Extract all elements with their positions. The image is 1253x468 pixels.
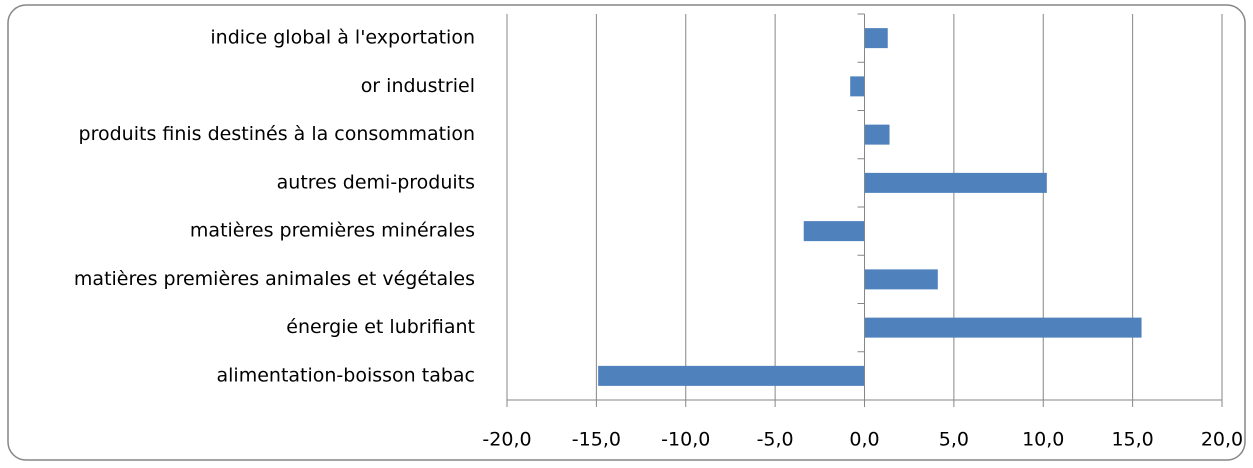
x-tick-label: 5,0 xyxy=(939,429,969,451)
chart-border xyxy=(7,4,1246,461)
y-tick-label: matières premières minérales xyxy=(190,220,475,242)
x-tick-label: 0,0 xyxy=(849,429,879,451)
bar xyxy=(850,76,865,97)
y-tick-label: or industriel xyxy=(361,75,475,97)
bar xyxy=(864,172,1047,193)
y-tick-label: matières premières animales et végétales xyxy=(74,268,475,290)
y-tick-label: indice global à l'exportation xyxy=(210,27,475,49)
bar xyxy=(803,221,865,242)
y-tick-label: énergie et lubrifiant xyxy=(286,316,475,338)
bar xyxy=(864,124,890,145)
y-tick-label: produits finis destinés à la consommatio… xyxy=(79,123,475,145)
x-tick-label: -15,0 xyxy=(572,429,621,451)
bar xyxy=(864,269,938,290)
x-tick-label: -20,0 xyxy=(482,429,531,451)
x-tick-label: 20,0 xyxy=(1201,429,1243,451)
x-tick-label: -10,0 xyxy=(661,429,710,451)
x-tick-label: -5,0 xyxy=(757,429,794,451)
x-tick-label: 15,0 xyxy=(1111,429,1153,451)
bar xyxy=(598,365,865,386)
x-tick-label: 10,0 xyxy=(1022,429,1064,451)
y-tick-label: alimentation-boisson tabac xyxy=(217,364,476,386)
bar xyxy=(864,317,1142,338)
bar xyxy=(864,28,888,49)
y-tick-label: autres demi-produits xyxy=(277,171,475,193)
